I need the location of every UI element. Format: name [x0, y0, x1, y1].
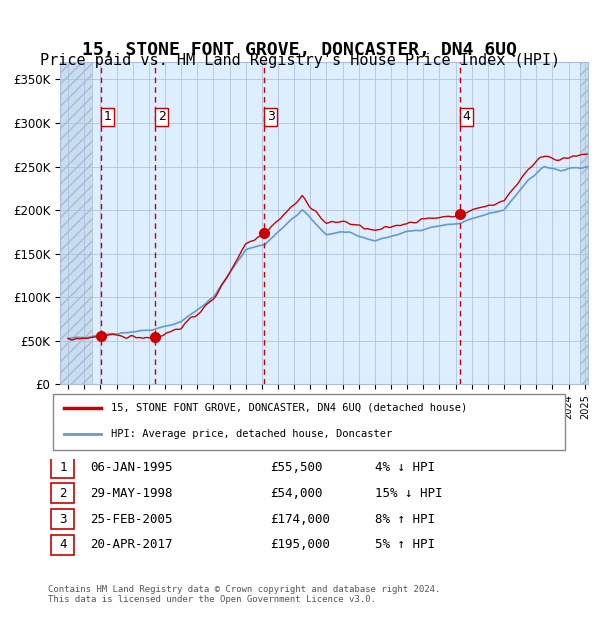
Text: 15, STONE FONT GROVE, DONCASTER, DN4 6UQ (detached house): 15, STONE FONT GROVE, DONCASTER, DN4 6UQ…: [112, 403, 467, 413]
Bar: [60, 62, 92, 384]
Text: 3: 3: [59, 513, 67, 526]
Text: £195,000: £195,000: [270, 538, 330, 551]
Text: 1: 1: [59, 461, 67, 474]
Bar: [580, 62, 588, 384]
FancyBboxPatch shape: [50, 509, 74, 529]
FancyBboxPatch shape: [50, 484, 74, 503]
Text: 2: 2: [158, 110, 166, 123]
Text: HPI: Average price, detached house, Doncaster: HPI: Average price, detached house, Donc…: [112, 429, 392, 439]
Text: 25-FEB-2005: 25-FEB-2005: [90, 513, 173, 526]
Text: 4% ↓ HPI: 4% ↓ HPI: [376, 461, 436, 474]
Text: 4: 4: [463, 110, 471, 123]
Text: 29-MAY-1998: 29-MAY-1998: [90, 487, 173, 500]
Text: 20-APR-2017: 20-APR-2017: [90, 538, 173, 551]
Text: £174,000: £174,000: [270, 513, 330, 526]
Text: Contains HM Land Registry data © Crown copyright and database right 2024.
This d: Contains HM Land Registry data © Crown c…: [48, 585, 440, 604]
FancyBboxPatch shape: [53, 394, 565, 450]
Text: 8% ↑ HPI: 8% ↑ HPI: [376, 513, 436, 526]
FancyBboxPatch shape: [50, 534, 74, 555]
Text: 15% ↓ HPI: 15% ↓ HPI: [376, 487, 443, 500]
Bar: [60, 62, 92, 384]
Text: 1: 1: [103, 110, 111, 123]
Bar: [580, 62, 588, 384]
Text: 3: 3: [266, 110, 275, 123]
Text: 15, STONE FONT GROVE, DONCASTER, DN4 6UQ: 15, STONE FONT GROVE, DONCASTER, DN4 6UQ: [83, 40, 517, 58]
Text: £55,500: £55,500: [270, 461, 322, 474]
Text: 4: 4: [59, 538, 67, 551]
Text: 5% ↑ HPI: 5% ↑ HPI: [376, 538, 436, 551]
FancyBboxPatch shape: [50, 458, 74, 478]
Text: 06-JAN-1995: 06-JAN-1995: [90, 461, 173, 474]
Text: 2: 2: [59, 487, 67, 500]
Text: Price paid vs. HM Land Registry's House Price Index (HPI): Price paid vs. HM Land Registry's House …: [40, 53, 560, 68]
Text: £54,000: £54,000: [270, 487, 322, 500]
